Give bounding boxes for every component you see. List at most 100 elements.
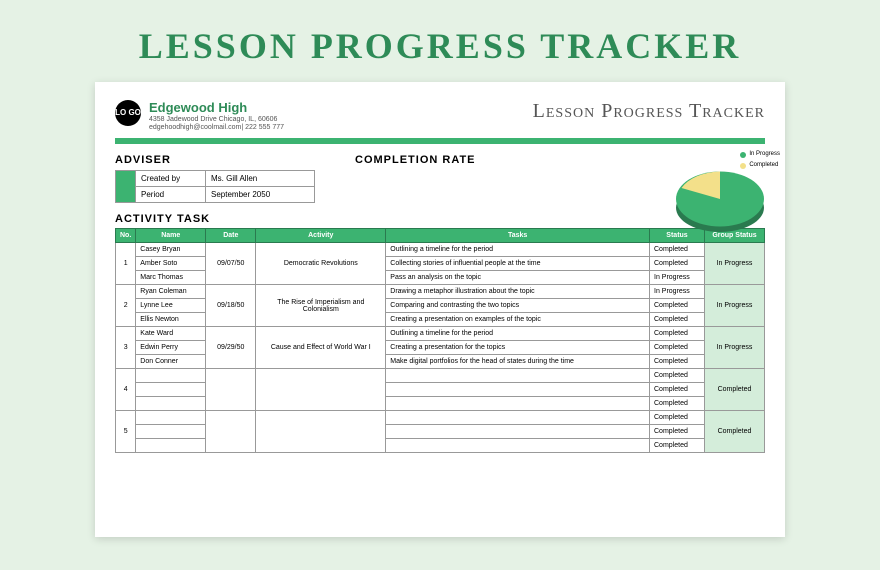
cell-task [386, 383, 650, 397]
school-contact: edgehoodhigh@coolmail.com| 222 555 777 [149, 124, 284, 132]
cell-task: Outlining a timeline for the period [386, 327, 650, 341]
col-header-tasks: Tasks [386, 229, 650, 243]
cell-name [136, 439, 206, 453]
document-header: LO GO Edgewood High 4358 Jadewood Drive … [115, 100, 765, 132]
cell-status: Completed [650, 313, 705, 327]
cell-name: Ellis Newton [136, 313, 206, 327]
cell-name: Kate Ward [136, 327, 206, 341]
cell-activity [256, 411, 386, 453]
cell-task: Drawing a metaphor illustration about th… [386, 285, 650, 299]
activity-table-body: 1 Casey Bryan 09/07/50 Democratic Revolu… [116, 243, 765, 453]
cell-status: Completed [650, 341, 705, 355]
legend-item: Completed [740, 160, 780, 171]
cell-task: Pass an analysis on the topic [386, 271, 650, 285]
cell-name: Lynne Lee [136, 299, 206, 313]
spreadsheet-document: LO GO Edgewood High 4358 Jadewood Drive … [95, 82, 785, 537]
cell-status: Completed [650, 439, 705, 453]
cell-name: Edwin Perry [136, 341, 206, 355]
cell-task [386, 411, 650, 425]
legend-label: Completed [749, 160, 778, 171]
cell-date [206, 369, 256, 411]
cell-group-status: In Progress [705, 285, 765, 327]
table-row: 4 Completed Completed [116, 369, 765, 383]
cell-date: 09/18/50 [206, 285, 256, 327]
adviser-field-label: Created by [136, 171, 206, 187]
cell-activity: Cause and Effect of World War I [256, 327, 386, 369]
cell-status: Completed [650, 299, 705, 313]
col-header-no: No. [116, 229, 136, 243]
cell-status: Completed [650, 397, 705, 411]
cell-name: Amber Soto [136, 257, 206, 271]
school-address: 4358 Jadewood Drive Chicago, IL, 60606 [149, 116, 284, 124]
school-name: Edgewood High [149, 100, 284, 116]
cell-task: Outlining a timeline for the period [386, 243, 650, 257]
cell-task: Make digital portfolios for the head of … [386, 355, 650, 369]
cell-group-status: In Progress [705, 327, 765, 369]
cell-status: In Progress [650, 271, 705, 285]
cell-group-status: Completed [705, 411, 765, 453]
mid-section: ADVISER Created by Ms. Gill Allen Period… [115, 154, 765, 203]
cell-status: Completed [650, 369, 705, 383]
cell-no: 5 [116, 411, 136, 453]
cell-no: 2 [116, 285, 136, 327]
adviser-field-label: Period [136, 187, 206, 203]
col-header-date: Date [206, 229, 256, 243]
cell-name [136, 411, 206, 425]
cell-status: Completed [650, 383, 705, 397]
cell-no: 3 [116, 327, 136, 369]
cell-name [136, 425, 206, 439]
document-title: Lesson Progress Tracker [533, 100, 765, 123]
adviser-accent-cell [116, 171, 136, 203]
pie-legend: In Progress Completed [740, 149, 780, 171]
page-title: LESSON PROGRESS TRACKER [0, 0, 880, 82]
cell-name: Marc Thomas [136, 271, 206, 285]
table-row: 3 Kate Ward 09/29/50 Cause and Effect of… [116, 327, 765, 341]
cell-date: 09/07/50 [206, 243, 256, 285]
cell-name [136, 383, 206, 397]
legend-dot-icon [740, 163, 746, 169]
cell-name: Ryan Coleman [136, 285, 206, 299]
cell-task [386, 369, 650, 383]
cell-status: In Progress [650, 285, 705, 299]
cell-task [386, 425, 650, 439]
cell-date: 09/29/50 [206, 327, 256, 369]
cell-status: Completed [650, 411, 705, 425]
adviser-field-value: Ms. Gill Allen [206, 171, 315, 187]
cell-date [206, 411, 256, 453]
adviser-row: Period September 2050 [116, 187, 315, 203]
cell-task: Collecting stories of influential people… [386, 257, 650, 271]
adviser-row: Created by Ms. Gill Allen [116, 171, 315, 187]
cell-status: Completed [650, 355, 705, 369]
col-header-activity: Activity [256, 229, 386, 243]
legend-dot-icon [740, 152, 746, 158]
cell-activity [256, 369, 386, 411]
cell-name [136, 397, 206, 411]
legend-label: In Progress [749, 149, 780, 160]
cell-name [136, 369, 206, 383]
col-header-name: Name [136, 229, 206, 243]
cell-group-status: Completed [705, 369, 765, 411]
cell-task [386, 439, 650, 453]
brand-text: Edgewood High 4358 Jadewood Drive Chicag… [149, 100, 284, 132]
cell-status: Completed [650, 327, 705, 341]
cell-name: Casey Bryan [136, 243, 206, 257]
table-row: 5 Completed Completed [116, 411, 765, 425]
cell-activity: Democratic Revolutions [256, 243, 386, 285]
cell-task [386, 397, 650, 411]
activity-table: No. Name Date Activity Tasks Status Grou… [115, 228, 765, 453]
legend-item: In Progress [740, 149, 780, 160]
adviser-label: ADVISER [115, 154, 315, 166]
adviser-table: Created by Ms. Gill Allen Period Septemb… [115, 170, 315, 203]
adviser-field-value: September 2050 [206, 187, 315, 203]
cell-task: Creating a presentation for the topics [386, 341, 650, 355]
cell-task: Creating a presentation on examples of t… [386, 313, 650, 327]
logo-icon: LO GO [115, 100, 141, 126]
completion-block: COMPLETION RATE In Progress Completed [355, 154, 765, 203]
cell-task: Comparing and contrasting the two topics [386, 299, 650, 313]
cell-activity: The Rise of Imperialism and Colonialism [256, 285, 386, 327]
cell-no: 4 [116, 369, 136, 411]
cell-status: Completed [650, 425, 705, 439]
cell-name: Don Conner [136, 355, 206, 369]
adviser-block: ADVISER Created by Ms. Gill Allen Period… [115, 154, 315, 203]
cell-no: 1 [116, 243, 136, 285]
